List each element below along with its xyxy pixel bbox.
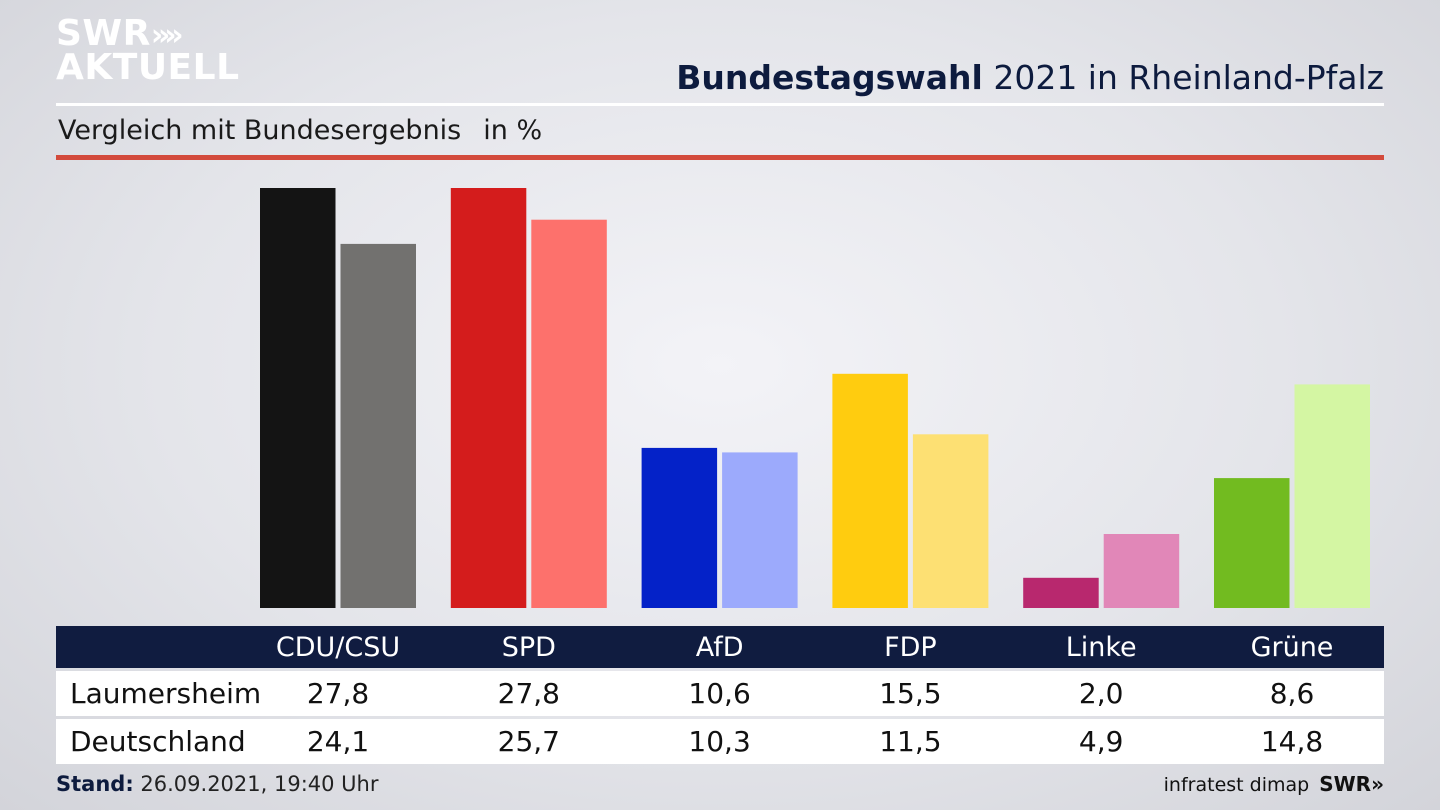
bar-linke-deutschland: [1103, 534, 1180, 608]
row-label: Laumersheim: [70, 677, 262, 710]
stand-value: 26.09.2021, 19:40 Uhr: [133, 772, 379, 796]
value-cell: 14,8: [1260, 725, 1324, 758]
value-cell: 10,3: [688, 725, 751, 758]
value-cell: 8,6: [1269, 677, 1315, 710]
party-header: SPD: [501, 631, 556, 663]
bar-chart: [260, 188, 1370, 608]
bar-linke-laumersheim: [1023, 577, 1099, 608]
party-header: FDP: [884, 631, 937, 663]
logo-line2: AKTUELL: [56, 47, 240, 88]
timestamp: Stand: 26.09.2021, 19:40 Uhr: [56, 772, 379, 796]
source-text: infratest dimap: [1163, 774, 1310, 796]
value-cell: 25,7: [497, 725, 560, 758]
bar-grüne-deutschland: [1294, 384, 1370, 608]
value-cell: 11,5: [879, 725, 942, 758]
subtitle-text: Vergleich mit Bundesergebnis: [58, 115, 462, 146]
value-cell: 10,6: [688, 677, 751, 710]
title-rest: 2021 in Rheinland-Pfalz: [982, 58, 1384, 97]
subtitle-divider: [56, 155, 1384, 160]
bar-afd-deutschland: [722, 452, 798, 608]
bar-fdp-deutschland: [912, 434, 989, 608]
bar-cdu-csu-laumersheim: [260, 188, 336, 608]
value-cell: 27,8: [306, 677, 370, 710]
results-table: CDU/CSU SPD AfD FDP Linke Grüne Laumersheim 2…: [56, 626, 1384, 764]
title-divider: [56, 103, 1384, 106]
row-label: Deutschland: [70, 725, 246, 758]
stand-label: Stand:: [56, 772, 134, 796]
value-cell: 2,0: [1078, 677, 1124, 710]
chart-title: Bundestagswahl 2021 in Rheinland-Pfalz: [676, 58, 1384, 97]
bar-spd-deutschland: [531, 219, 607, 608]
unit-label: in %: [483, 115, 543, 146]
bar-grüne-laumersheim: [1214, 478, 1290, 608]
party-header: Linke: [1065, 631, 1137, 663]
bar-spd-laumersheim: [450, 188, 527, 608]
bar-cdu-csu-deutschland: [340, 243, 416, 608]
swr-brand: SWR»: [1319, 772, 1384, 796]
bar-afd-laumersheim: [641, 447, 718, 608]
bar-fdp-laumersheim: [832, 373, 908, 608]
party-header: Grüne: [1250, 631, 1334, 663]
chart-subtitle: Vergleich mit Bundesergebnis in %: [58, 115, 542, 146]
value-cell: 15,5: [879, 677, 942, 710]
title-bold: Bundestagswahl: [676, 58, 983, 97]
table-row: Laumersheim 27,8 27,8 10,6 15,5 2,0 8,6: [56, 671, 1384, 716]
party-header: CDU/CSU: [275, 631, 401, 663]
table-header: CDU/CSU SPD AfD FDP Linke Grüne: [56, 626, 1384, 668]
value-cell: 27,8: [497, 677, 560, 710]
source-credit: infratest dimap SWR»: [1164, 772, 1384, 796]
logo-line1: SWR: [56, 13, 151, 54]
swr-aktuell-logo: SWR»» AKTUELL: [56, 16, 240, 86]
value-cell: 4,9: [1078, 725, 1124, 758]
value-cell: 24,1: [306, 725, 370, 758]
party-header: AfD: [695, 631, 744, 663]
table-row: Deutschland 24,1 25,7 10,3 11,5 4,9 14,8: [56, 719, 1384, 764]
